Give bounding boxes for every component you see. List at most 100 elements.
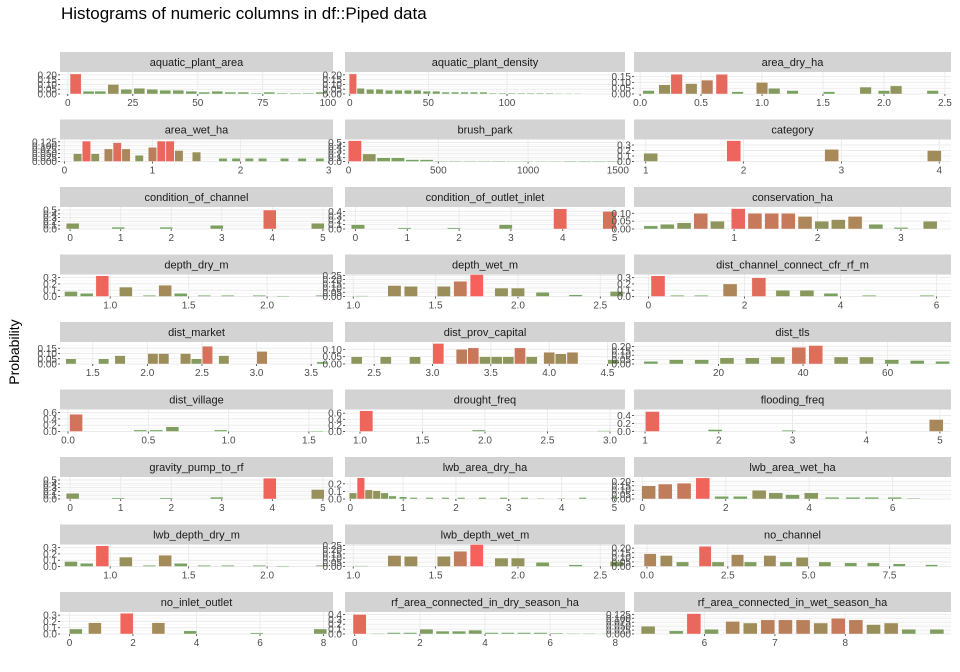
x-tick-label-lwb-area-wet-ha: 2	[723, 503, 729, 514]
y-tick-label-lwb-area-dry-ha: 0.0	[328, 495, 342, 506]
histogram-bar-rf-area-connected-in-wet-season-ha	[686, 613, 702, 635]
histogram-bar-dist-channel-connect-cfr-rf-m	[775, 290, 791, 297]
y-tick-label-aquatic-plant-density: 0.05	[323, 85, 343, 96]
y-tick-label-condition-of-channel: 0.5	[43, 206, 57, 217]
histogram-bar-lwb-area-dry-ha	[372, 490, 381, 500]
facet-strip-label-depth-wet-m: depth_wet_m	[452, 260, 518, 272]
histogram-bar-dist-village	[69, 414, 83, 432]
x-tick-label-lwb-depth-wet-m: 1.5	[429, 571, 443, 582]
histogram-bar-lwb-area-wet-ha	[845, 497, 861, 500]
y-tick-label-depth-wet-m: 0.25	[323, 271, 343, 282]
facet-panel-lwb-area-dry-ha	[345, 477, 625, 499]
histogram-bar-brush-park	[606, 161, 621, 163]
x-tick-label-dist-prov-capital: 4.5	[601, 368, 615, 379]
facet-strip-label-dist-channel-connect-cfr-rf-m: dist_channel_connect_cfr_rf_m	[716, 260, 869, 272]
x-tick-label-condition-of-outlet-inlet: 2	[456, 233, 462, 244]
histogram-bar-aquatic-plant-area	[250, 92, 263, 95]
x-tick-label-condition-of-channel: 4	[270, 233, 276, 244]
x-tick-label-area-dry-ha: 0.0	[633, 98, 647, 109]
histogram-bar-rf-area-connected-in-dry-season-ha	[468, 629, 483, 635]
facet-strip-label-dist-village: dist_village	[169, 395, 223, 407]
histogram-bar-lwb-depth-dry-m	[174, 563, 188, 567]
x-tick-label-depth-wet-m: 1.0	[346, 301, 360, 312]
histogram-bar-gravity-pump-to-rf	[159, 497, 173, 500]
histogram-bar-lwb-depth-dry-m	[221, 565, 235, 567]
histogram-bar-dist-channel-connect-cfr-rf-m	[650, 275, 666, 297]
histogram-bar-aquatic-plant-area	[107, 84, 120, 95]
y-tick-label-aquatic-plant-area: 0.10	[38, 80, 58, 91]
histogram-bar-depth-dry-m	[142, 295, 157, 297]
x-tick-label-gravity-pump-to-rf: 3	[219, 503, 225, 514]
histogram-bar-aquatic-plant-area	[302, 92, 315, 95]
histogram-bar-flooding-freq	[645, 411, 660, 432]
histogram-bar-lwb-depth-dry-m	[95, 545, 110, 567]
histogram-bar-brush-park	[549, 160, 563, 163]
facet-strip-label-area-dry-ha: area_dry_ha	[762, 57, 825, 69]
histogram-bar-depth-dry-m	[276, 295, 290, 297]
histogram-bar-lwb-area-wet-ha	[906, 497, 921, 500]
histogram-bar-dist-market	[316, 361, 328, 365]
histogram-bar-dist-market	[158, 353, 170, 365]
facet-strip-gravity-pump-to-rf	[60, 457, 333, 477]
facet-strip-label-lwb-area-dry-ha: lwb_area_dry_ha	[443, 462, 528, 474]
x-tick-label-drought-freq: 3.0	[603, 436, 617, 447]
x-tick-label-no-channel: 7.5	[883, 571, 897, 582]
y-tick-label-gravity-pump-to-rf: 0.5	[43, 476, 57, 487]
histogram-bar-aquatic-plant-density	[441, 91, 450, 95]
histogram-bar-rf-area-connected-in-dry-season-ha	[419, 628, 434, 635]
histogram-bar-lwb-depth-wet-m	[387, 555, 402, 567]
y-tick-label-dist-village: 0.0	[43, 427, 57, 438]
histogram-bar-brush-park	[563, 161, 578, 163]
histogram-bar-no-channel	[779, 561, 793, 567]
histogram-bar-rf-area-connected-in-wet-season-ha	[640, 625, 656, 635]
histogram-bar-area-dry-ha	[768, 88, 781, 95]
facet-strip-lwb-area-wet-ha	[634, 457, 951, 477]
histogram-bar-area-dry-ha	[701, 79, 714, 95]
histogram-bar-area-wet-ha	[192, 151, 201, 162]
histogram-bar-aquatic-plant-density	[375, 89, 384, 95]
histogram-bar-rf-area-connected-in-dry-season-ha	[370, 633, 385, 635]
histogram-bar-dist-prov-capital	[502, 356, 515, 365]
histogram-bar-dist-market	[218, 355, 230, 365]
histogram-bar-lwb-depth-wet-m	[404, 556, 418, 567]
facet-strip-flooding-freq	[634, 389, 951, 410]
histogram-bar-aquatic-plant-area	[315, 91, 328, 95]
histogram-bar-brush-park	[520, 160, 535, 163]
y-tick-label-dist-village: 0.2	[43, 421, 57, 432]
histogram-bar-aquatic-plant-density	[432, 90, 441, 95]
histogram-bar-dist-prov-capital	[490, 356, 503, 365]
histogram-bar-category	[726, 140, 741, 162]
histogram-bar-dist-village	[310, 430, 324, 432]
histogram-bar-depth-dry-m	[119, 286, 133, 297]
histogram-bar-rf-area-connected-in-dry-season-ha	[435, 630, 450, 635]
x-tick-label-flooding-freq: 4	[863, 436, 869, 447]
x-tick-label-conservation-ha: 1	[731, 233, 737, 244]
histogram-bar-lwb-area-wet-ha	[695, 477, 711, 500]
histogram-bar-aquatic-plant-area	[198, 91, 211, 95]
y-tick-label-area-wet-ha: 0.125	[32, 137, 57, 148]
histogram-bar-lwb-area-dry-ha	[388, 495, 397, 500]
x-tick-label-aquatic-plant-area: 100	[319, 98, 336, 109]
histogram-bar-aquatic-plant-density	[536, 92, 544, 95]
y-tick-label-condition-of-channel: 0.1	[43, 221, 57, 232]
histogram-bar-dist-prov-capital	[479, 356, 491, 365]
histogram-bar-condition-of-outlet-inlet	[397, 227, 412, 230]
histogram-bar-brush-park	[577, 161, 592, 163]
facet-strip-label-gravity-pump-to-rf: gravity_pump_to_rf	[149, 462, 244, 474]
histogram-bar-dist-prov-capital	[525, 356, 538, 365]
histogram-bar-aquatic-plant-density	[545, 92, 554, 95]
y-tick-label-depth-dry-m: 0.2	[43, 279, 57, 290]
histogram-bar-aquatic-plant-density	[517, 92, 526, 95]
y-tick-label-gravity-pump-to-rf: 0.0	[43, 495, 57, 506]
histogram-bar-aquatic-plant-area	[211, 90, 224, 95]
histogram-bar-conservation-ha	[731, 208, 746, 230]
x-tick-label-lwb-depth-wet-m: 1.0	[346, 571, 360, 582]
y-tick-label-flooding-freq: 0.0	[617, 427, 631, 438]
y-tick-label-lwb-area-wet-ha: 0.00	[612, 495, 632, 506]
histogram-bar-lwb-area-wet-ha	[785, 494, 800, 500]
histogram-bar-lwb-area-dry-ha	[457, 497, 466, 500]
histogram-bar-dist-prov-capital	[350, 356, 363, 365]
histogram-bar-area-wet-ha	[121, 148, 131, 162]
histogram-bar-aquatic-plant-density	[498, 92, 507, 95]
histogram-bar-no-inlet-outlet	[88, 622, 102, 635]
